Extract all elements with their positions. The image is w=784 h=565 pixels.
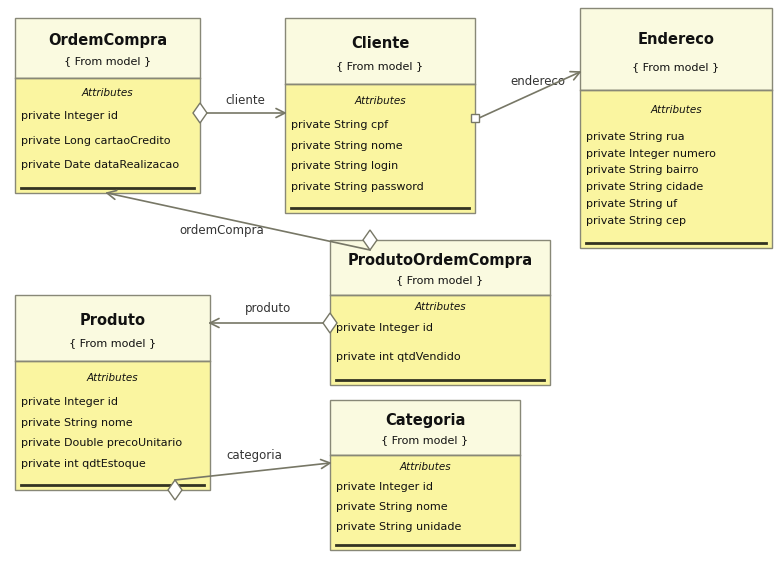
Bar [330, 455, 520, 550]
Text: private String cep: private String cep [586, 216, 686, 226]
Polygon shape [168, 480, 182, 500]
Bar [15, 295, 210, 361]
Text: private Integer id: private Integer id [21, 111, 118, 121]
Text: Attributes: Attributes [414, 302, 466, 312]
Text: { From model }: { From model } [64, 56, 151, 66]
Text: Attributes: Attributes [354, 96, 406, 106]
Text: Attributes: Attributes [82, 88, 133, 98]
Text: Attributes: Attributes [650, 105, 702, 115]
Text: produto: produto [245, 302, 291, 315]
Text: private Integer id: private Integer id [336, 482, 433, 492]
Bar [15, 77, 200, 193]
Text: private String nome: private String nome [21, 418, 132, 428]
Bar [330, 400, 520, 455]
Bar [15, 18, 200, 77]
Text: private String uf: private String uf [586, 199, 677, 209]
Text: ProdutoOrdemCompra: ProdutoOrdemCompra [347, 253, 532, 268]
Text: Endereco: Endereco [637, 32, 714, 46]
Text: { From model }: { From model } [382, 434, 469, 445]
Text: Attributes: Attributes [399, 462, 451, 472]
Text: private Integer id: private Integer id [21, 397, 118, 407]
Bar [471, 114, 479, 122]
Polygon shape [193, 103, 207, 123]
Text: Categoria: Categoria [385, 414, 465, 428]
Text: private String rua: private String rua [586, 132, 684, 142]
Text: private String password: private String password [291, 182, 423, 192]
Text: private String login: private String login [291, 161, 398, 171]
Text: Produto: Produto [79, 312, 146, 328]
Text: Attributes: Attributes [87, 373, 138, 383]
Text: OrdemCompra: OrdemCompra [48, 33, 167, 48]
Text: ordemCompra: ordemCompra [180, 224, 264, 237]
Bar [285, 84, 475, 213]
Bar [330, 240, 550, 295]
Text: categoria: categoria [226, 449, 282, 462]
Text: private int qtdVendido: private int qtdVendido [336, 353, 461, 362]
Text: { From model }: { From model } [397, 275, 484, 285]
Text: { From model }: { From model } [336, 60, 423, 71]
Text: private String cidade: private String cidade [586, 182, 703, 193]
Text: private int qdtEstoque: private int qdtEstoque [21, 459, 146, 469]
Text: private Date dataRealizacao: private Date dataRealizacao [21, 160, 179, 171]
Text: private String cpf: private String cpf [291, 120, 388, 130]
Text: cliente: cliente [225, 94, 265, 107]
Text: private Integer numero: private Integer numero [586, 149, 716, 159]
Text: private String unidade: private String unidade [336, 522, 461, 532]
Text: Cliente: Cliente [350, 36, 409, 51]
Text: private String nome: private String nome [336, 502, 448, 512]
Text: private String nome: private String nome [291, 141, 403, 150]
Polygon shape [363, 230, 377, 250]
Bar [285, 18, 475, 84]
Text: private String bairro: private String bairro [586, 166, 699, 176]
Text: { From model }: { From model } [633, 62, 720, 72]
Bar [15, 361, 210, 490]
Bar [580, 8, 772, 90]
Text: private Integer id: private Integer id [336, 324, 433, 333]
Bar [330, 295, 550, 385]
Text: private Double precoUnitario: private Double precoUnitario [21, 438, 182, 448]
Text: { From model }: { From model } [69, 338, 156, 347]
Polygon shape [323, 313, 337, 333]
Bar [580, 90, 772, 248]
Text: private Long cartaoCredito: private Long cartaoCredito [21, 136, 170, 146]
Text: endereco: endereco [510, 75, 565, 88]
